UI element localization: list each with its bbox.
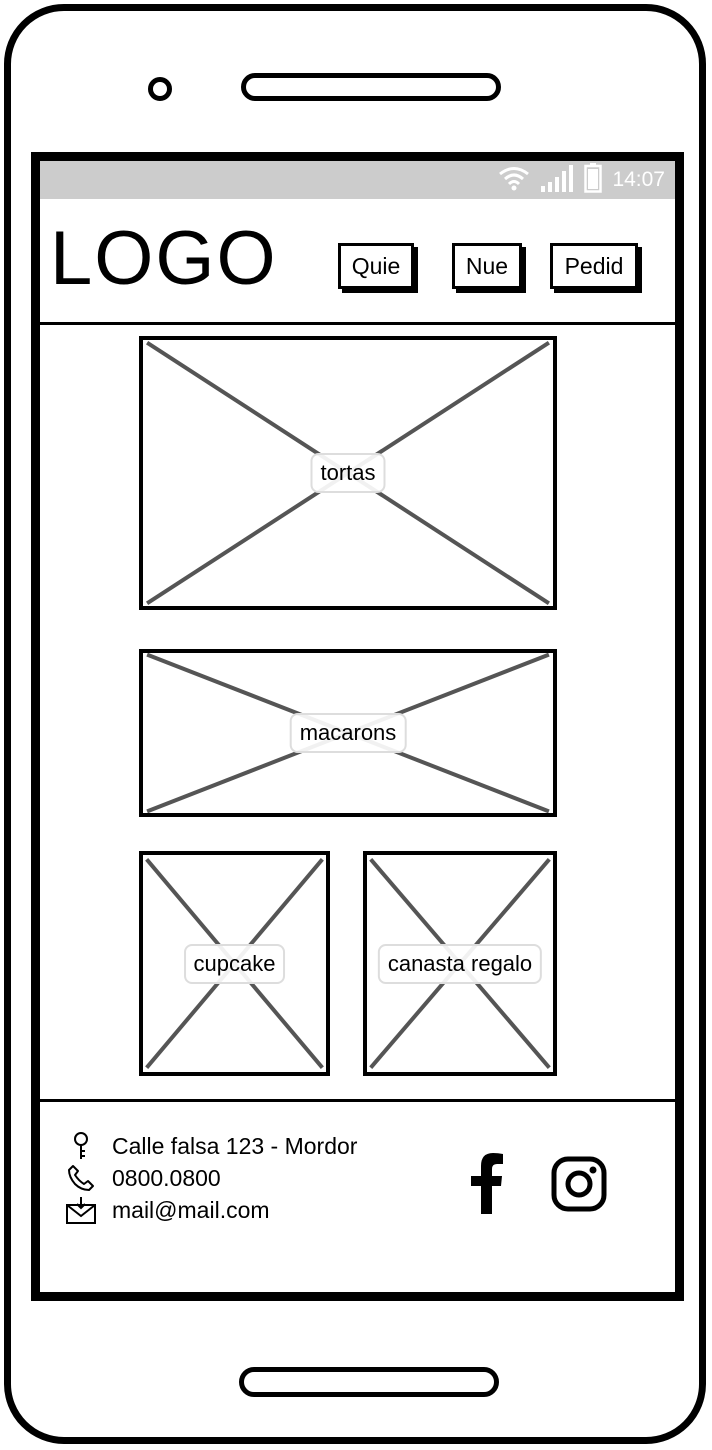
home-button[interactable] [239,1367,499,1397]
phone-icon [66,1162,96,1194]
instagram-icon[interactable] [551,1156,607,1216]
signal-icon [540,164,574,196]
phone-screen: 14:07 LOGO Quie Nue Pedid tortas macaron… [31,152,684,1301]
facebook-icon[interactable] [470,1152,504,1218]
product-macarons-image[interactable]: macarons [139,649,557,817]
phone-row: 0800.0800 [66,1162,221,1194]
product-tortas-image[interactable]: tortas [139,336,557,610]
front-camera [148,77,172,101]
battery-icon [584,163,603,197]
logo[interactable]: LOGO [50,216,278,301]
product-cupcake-image[interactable]: cupcake [139,851,330,1076]
nav-pedidos-button[interactable]: Pedid [550,243,638,289]
address-row: Calle falsa 123 - Mordor [66,1130,357,1162]
location-pin-icon [66,1130,96,1162]
wifi-icon [498,165,530,195]
status-bar: 14:07 [40,161,675,199]
mail-icon [66,1194,96,1226]
product-canasta-regalo-image[interactable]: canasta regalo [363,851,557,1076]
product-label: tortas [310,453,386,493]
nav-quienes-button[interactable]: Quie [338,243,414,289]
email-row: mail@mail.com [66,1194,270,1226]
product-label: macarons [289,713,407,753]
site-header: LOGO Quie Nue Pedid [40,199,675,325]
site-footer: Calle falsa 123 - Mordor 0800.0800 mail@… [40,1099,675,1292]
earpiece-speaker [241,73,501,101]
product-label: cupcake [183,943,286,984]
product-label: canasta regalo [377,943,543,984]
email-text[interactable]: mail@mail.com [112,1196,270,1223]
nav-nuevos-button[interactable]: Nue [452,243,522,289]
status-time: 14:07 [612,168,665,191]
phone-text[interactable]: 0800.0800 [112,1164,221,1191]
address-text: Calle falsa 123 - Mordor [112,1132,358,1159]
